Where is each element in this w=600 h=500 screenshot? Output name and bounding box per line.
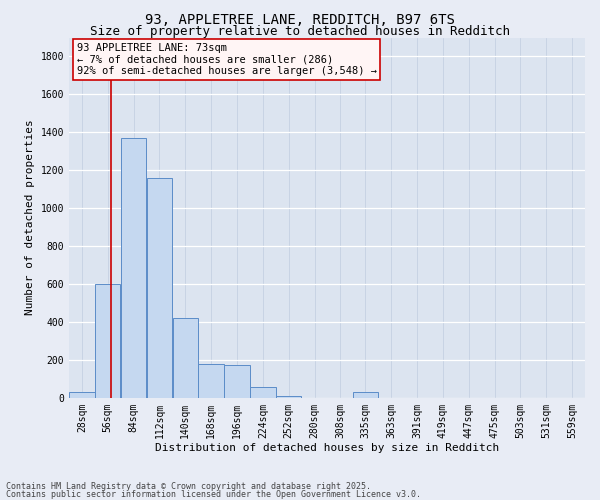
Bar <box>276 396 301 398</box>
Y-axis label: Number of detached properties: Number of detached properties <box>25 120 35 316</box>
Bar <box>147 178 172 398</box>
Bar <box>250 387 275 398</box>
Text: Size of property relative to detached houses in Redditch: Size of property relative to detached ho… <box>90 25 510 38</box>
Bar <box>173 318 198 398</box>
Bar <box>199 364 224 398</box>
Text: 93 APPLETREE LANE: 73sqm
← 7% of detached houses are smaller (286)
92% of semi-d: 93 APPLETREE LANE: 73sqm ← 7% of detache… <box>77 43 377 76</box>
X-axis label: Distribution of detached houses by size in Redditch: Distribution of detached houses by size … <box>155 443 499 453</box>
Text: Contains HM Land Registry data © Crown copyright and database right 2025.: Contains HM Land Registry data © Crown c… <box>6 482 371 491</box>
Bar <box>121 138 146 398</box>
Bar <box>69 392 95 398</box>
Bar <box>95 284 121 398</box>
Text: Contains public sector information licensed under the Open Government Licence v3: Contains public sector information licen… <box>6 490 421 499</box>
Text: 93, APPLETREE LANE, REDDITCH, B97 6TS: 93, APPLETREE LANE, REDDITCH, B97 6TS <box>145 12 455 26</box>
Bar <box>224 366 250 398</box>
Bar <box>353 392 378 398</box>
